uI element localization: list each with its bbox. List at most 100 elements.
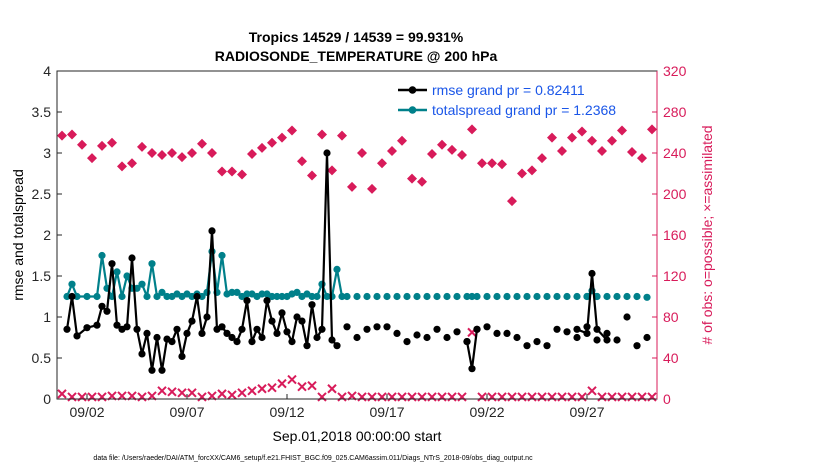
rmse-point bbox=[613, 336, 621, 344]
totalspread-point bbox=[353, 292, 361, 301]
rmse-point bbox=[403, 338, 411, 346]
assimilated-obs-marker bbox=[437, 392, 447, 402]
rmse-point bbox=[373, 323, 381, 331]
rmse-point bbox=[73, 332, 81, 340]
possible-obs-marker bbox=[277, 132, 287, 143]
y-tick-label: 2 bbox=[43, 227, 51, 243]
rmse-point bbox=[138, 350, 146, 358]
totalspread-point bbox=[643, 293, 651, 301]
rmse-point bbox=[593, 336, 601, 344]
assimilated-obs-marker bbox=[497, 392, 507, 402]
possible-obs-marker bbox=[147, 148, 157, 158]
totalspread-point bbox=[443, 292, 451, 301]
rmse-point bbox=[393, 329, 401, 337]
rmse-point bbox=[228, 333, 236, 342]
totalspread-point bbox=[243, 290, 251, 298]
assimilated-obs-marker bbox=[57, 389, 67, 399]
assimilated-obs-marker bbox=[527, 392, 537, 402]
totalspread-point bbox=[523, 292, 531, 301]
assimilated-obs-marker bbox=[337, 392, 347, 402]
assimilated-obs-marker bbox=[627, 392, 637, 402]
assimilated-obs-marker bbox=[287, 374, 297, 385]
assimilated-obs-marker bbox=[177, 388, 187, 398]
rmse-point bbox=[588, 269, 596, 278]
totalspread-point bbox=[98, 251, 106, 260]
totalspread-point bbox=[228, 288, 236, 296]
rmse-point bbox=[253, 325, 261, 333]
rmse-point bbox=[543, 342, 551, 350]
assimilated-obs-marker bbox=[597, 392, 607, 402]
possible-obs-marker bbox=[177, 152, 187, 163]
assimilated-obs-marker bbox=[227, 390, 237, 400]
totalspread-point bbox=[473, 292, 481, 301]
possible-obs-marker bbox=[647, 124, 657, 135]
legend-box bbox=[390, 77, 652, 121]
assimilated-obs-marker bbox=[617, 392, 627, 402]
possible-obs-marker bbox=[157, 150, 167, 161]
rmse-point bbox=[523, 342, 531, 350]
totalspread-point bbox=[423, 292, 431, 301]
rmse-point bbox=[103, 307, 111, 315]
assimilated-obs-marker bbox=[77, 392, 87, 402]
assimilated-obs-marker bbox=[277, 378, 287, 389]
rmse-point bbox=[173, 325, 181, 333]
totalspread-point bbox=[323, 292, 331, 301]
possible-obs-marker bbox=[107, 137, 117, 148]
rmse-point bbox=[108, 260, 116, 268]
rmse-point bbox=[123, 323, 131, 331]
possible-obs-marker bbox=[447, 144, 457, 155]
rmse-point bbox=[593, 325, 601, 333]
rmse-point bbox=[63, 325, 71, 333]
y-right-tick-label: 160 bbox=[663, 227, 687, 243]
right-axis: 0 40 80 120 160 200 240 280 320 bbox=[652, 63, 687, 407]
rmse-point bbox=[603, 329, 611, 337]
legend-totalspread-marker bbox=[408, 106, 417, 114]
assimilated-obs-marker bbox=[247, 386, 257, 396]
totalspread-point bbox=[513, 292, 521, 301]
rmse-point bbox=[328, 336, 336, 344]
rmse-point bbox=[178, 352, 186, 360]
y-right-tick-label: 200 bbox=[663, 186, 687, 202]
y-right-tick-label: 0 bbox=[663, 391, 671, 407]
rmse-point bbox=[208, 227, 216, 235]
totalspread-point bbox=[68, 280, 76, 288]
possible-obs-marker bbox=[467, 124, 477, 135]
x-tick-label: 09/07 bbox=[169, 404, 204, 420]
rmse-point bbox=[293, 313, 301, 321]
possible-obs-marker bbox=[477, 158, 487, 169]
totalspread-point bbox=[603, 292, 611, 301]
totalspread-point bbox=[553, 292, 561, 301]
legend: rmse grand pr = 0.82411 totalspread gran… bbox=[390, 77, 652, 121]
rmse-point bbox=[343, 323, 351, 331]
totalspread-point bbox=[468, 292, 476, 301]
rmse-point bbox=[128, 254, 136, 262]
possible-obs-marker bbox=[547, 132, 557, 143]
rmse-point bbox=[353, 333, 361, 342]
assimilated-obs-marker bbox=[647, 392, 657, 402]
possible-obs-marker bbox=[557, 145, 567, 156]
possible-obs-marker bbox=[57, 130, 67, 141]
totalspread-point bbox=[308, 292, 316, 301]
y-tick-label: 3 bbox=[43, 145, 51, 161]
assimilated-obs-marker bbox=[407, 392, 417, 402]
assimilated-obs-marker bbox=[587, 386, 597, 396]
y-tick-label: 2.5 bbox=[32, 186, 52, 202]
possible-obs-marker bbox=[567, 132, 577, 143]
possible-obs-marker bbox=[427, 149, 437, 160]
rmse-point bbox=[188, 317, 196, 325]
possible-obs-marker bbox=[87, 153, 97, 164]
assimilated-obs-marker bbox=[607, 392, 617, 402]
assimilated-obs-marker bbox=[577, 392, 587, 402]
assimilated-obs-marker bbox=[537, 392, 547, 402]
possible-obs-marker bbox=[77, 139, 87, 150]
possible-obs-marker bbox=[367, 183, 377, 194]
rmse-point bbox=[288, 338, 296, 346]
possible-obs-marker bbox=[457, 150, 467, 161]
totalspread-point bbox=[433, 292, 441, 301]
totalspread-point bbox=[483, 292, 491, 301]
possible-obs-marker bbox=[217, 166, 227, 177]
assimilated-obs-marker bbox=[387, 392, 397, 402]
totalspread-point bbox=[463, 292, 471, 301]
rmse-point bbox=[223, 329, 231, 337]
y-right-tick-label: 240 bbox=[663, 145, 687, 161]
